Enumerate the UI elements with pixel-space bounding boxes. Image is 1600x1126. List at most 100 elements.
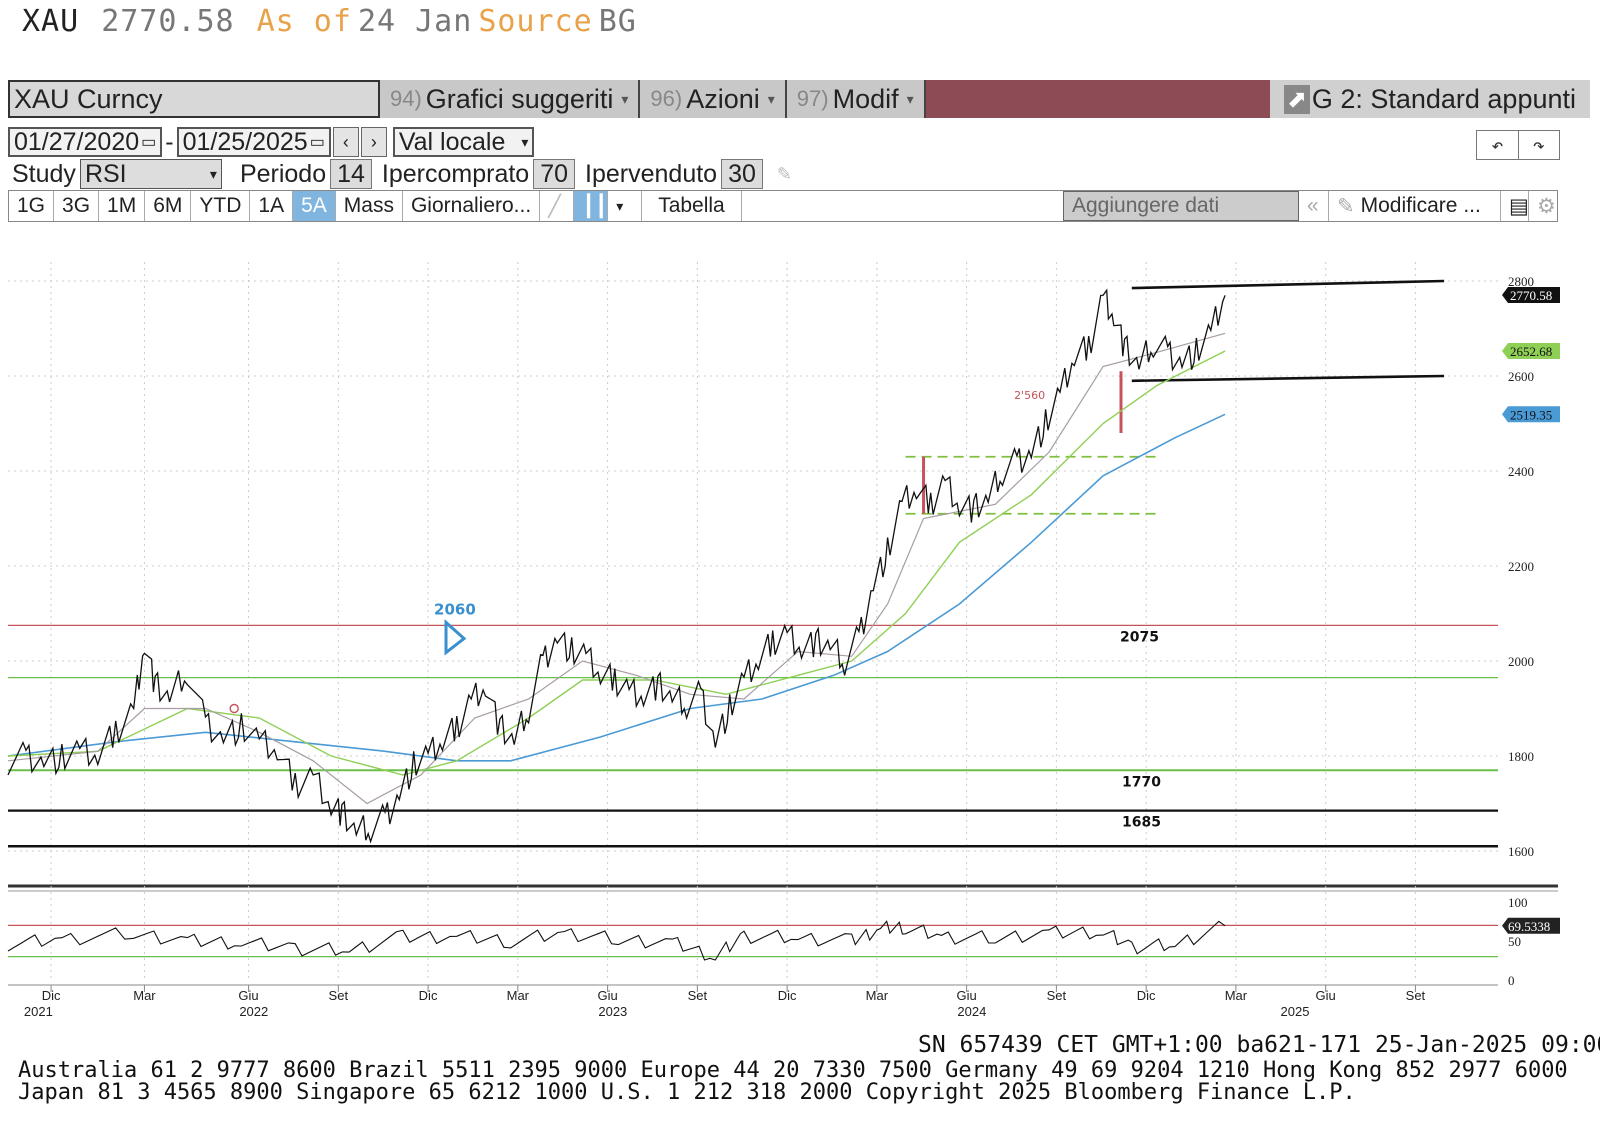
chevron-down-icon: ▾ [621,90,629,107]
y-tick-label: 2800 [1508,274,1534,289]
range-1g[interactable]: 1G [9,191,55,221]
range-5a[interactable]: 5A [293,191,336,221]
rsi-line [7,920,1226,961]
prev-period-button[interactable]: ‹ [332,127,359,157]
rsi-tick-label: 50 [1508,934,1521,949]
range-1a[interactable]: 1A [250,191,294,221]
study-select[interactable]: RSI ▾ [79,159,222,189]
year-label: 2025 [1281,1004,1310,1019]
x-tick-label: Mar [133,988,156,1003]
x-tick-label: Mar [1225,988,1248,1003]
candles-icon[interactable]: ┃┃ [574,191,609,221]
menu-number: 97) [796,86,829,111]
year-label: 2023 [598,1004,627,1019]
chevron-down-icon[interactable]: ▾ [608,191,643,221]
x-tick-label: Dic [1137,988,1156,1003]
oversold-label: Ipervenduto [585,159,718,188]
oversold-input[interactable]: 30 [721,159,763,189]
study-toolbar: Study RSI ▾ Periodo 14 Ipercomprato 70 Ip… [8,158,792,190]
menu-modify[interactable]: 97) Modif ▾ [786,80,926,118]
last-price: 2770.58 [101,4,235,39]
range-6m[interactable]: 6M [145,191,192,221]
x-tick-label: Set [329,988,349,1003]
y-tick-label: 2200 [1508,559,1534,574]
range-1m[interactable]: 1M [99,191,146,221]
ma-medium-tag: 2652.68 [1510,344,1552,359]
x-tick-label: Set [1406,988,1426,1003]
x-tick-label: Set [688,988,708,1003]
range-3g[interactable]: 3G [54,191,100,221]
menu-number: 94) [390,86,422,111]
rsi-tick-label: 100 [1508,895,1528,910]
triangle-marker [444,619,467,656]
level-label: 1770 [1122,774,1161,790]
range-ytd[interactable]: YTD [191,191,251,221]
menu-label: Modif [832,83,899,114]
last-price-tag: 2770.58 [1510,288,1552,303]
x-tick-label: Set [1047,988,1067,1003]
ticker: XAU [22,4,80,39]
table-button[interactable]: Tabella [642,191,742,221]
external-link-icon: ⬈ [1284,84,1311,114]
overbought-value: 70 [540,159,569,188]
edit-button[interactable]: ✎ Modificare ... [1329,191,1501,221]
as-of-label: As of [256,4,352,39]
menu-label: Grafici suggeriti [425,83,614,114]
template-selector[interactable]: ⬈ G 2: Standard appunti [1270,80,1590,118]
period-input[interactable]: 14 [330,159,372,189]
security-field[interactable]: XAU Curncy [8,80,380,118]
x-tick-label: Dic [778,988,797,1003]
x-tick-label: Giu [1316,988,1336,1003]
ma-long-tag-bg [1502,406,1560,423]
annotation-label: 2'560 [1014,389,1045,402]
calendar-icon[interactable]: ▭ [141,134,157,151]
notes-icon[interactable]: ▤ [1501,191,1529,221]
chevron-down-icon: ▾ [906,90,914,107]
pencil-icon[interactable]: ✎ [776,163,792,184]
menu-number: 96) [650,86,683,111]
last-price-tag-bg [1502,286,1560,303]
ma-short-line [7,332,1226,805]
collapse-icon[interactable]: « [1299,191,1329,221]
rsi-last-tag: 69.5338 [1508,919,1550,934]
top-toolbar: XAU Curncy 94) Grafici suggeriti ▾ 96) Azio… [8,80,1590,118]
y-tick-label: 2600 [1508,369,1534,384]
level-label: 2075 [1120,629,1159,645]
menu-suggested-charts[interactable]: 94) Grafici suggeriti ▾ [380,80,641,118]
edit-label: Modificare ... [1360,194,1481,217]
frequency-select[interactable]: Giornaliero... [403,191,541,221]
redo-icon[interactable]: ↷ [1532,133,1545,157]
x-tick-label: Dic [419,988,438,1003]
study-label: Study [12,159,76,188]
annotation-label: 2060 [434,601,476,619]
add-data-input[interactable]: Aggiungere dati [1063,191,1299,221]
date-to-text: 01/25/2025 [182,127,308,156]
rsi-tick-label: 0 [1508,973,1515,988]
overbought-input[interactable]: 70 [533,159,576,189]
x-tick-label: Mar [507,988,530,1003]
y-tick-label: 1800 [1508,749,1534,764]
undo-redo-group: ↶ ↷ [1476,130,1560,160]
template-label: G 2: Standard appunti [1311,83,1576,114]
x-tick-label: Mar [866,988,889,1003]
menu-actions[interactable]: 96) Azioni ▾ [640,80,787,118]
currency-select[interactable]: Val locale ▾ [392,127,535,157]
y-tick-label: 1600 [1508,844,1534,859]
menu-label: Azioni [686,83,760,114]
y-tick-label: 2000 [1508,654,1534,669]
range-max[interactable]: Mass [336,191,403,221]
pencil-icon: ✎ [1337,194,1355,218]
chart-style-icon[interactable]: ╱ [540,191,575,221]
oversold-value: 30 [728,159,756,188]
range-toolbar: 1G 3G 1M 6M YTD 1A 5A Mass Giornaliero..… [8,190,1558,222]
date-from-field[interactable]: 01/27/2020 ▭ [8,127,163,157]
gear-icon[interactable]: ⚙ [1537,194,1556,218]
undo-icon[interactable]: ↶ [1477,131,1519,159]
date-to-field[interactable]: 01/25/2025 ▭ [176,127,331,157]
year-label: 2021 [24,1004,53,1019]
calendar-icon[interactable]: ▭ [309,134,325,151]
next-period-button[interactable]: › [360,127,387,157]
period-label: Periodo [239,159,327,188]
security-text: XAU Curncy [14,83,163,114]
x-tick-label: Giu [238,988,258,1003]
